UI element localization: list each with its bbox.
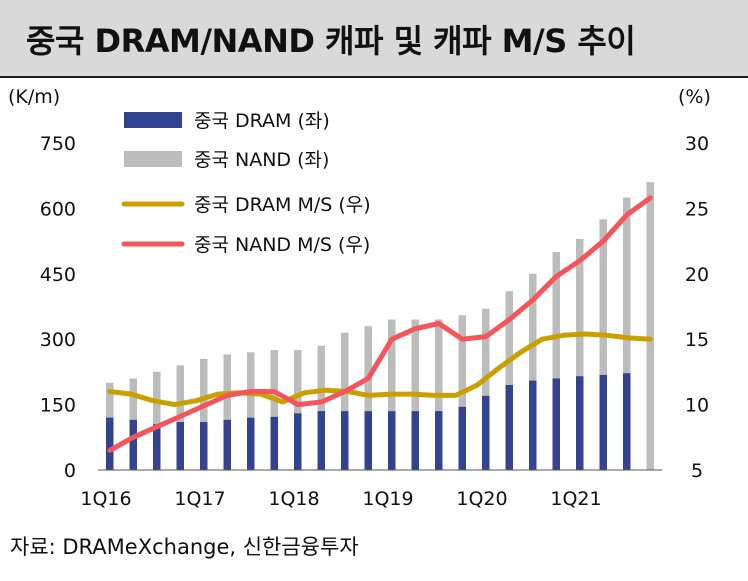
left-tick-label: 150	[40, 395, 76, 417]
dram-bar	[129, 419, 137, 470]
dram-bar	[106, 417, 114, 470]
chart-title: 중국 DRAM/NAND 캐파 및 캐파 M/S 추이	[26, 22, 636, 60]
legend-label: 중국 NAND M/S (우)	[194, 234, 370, 256]
x-axis-ticks: 1Q16 1Q17 1Q18 1Q19 1Q20 1Q21	[80, 488, 601, 510]
dram-bar	[176, 422, 184, 470]
title-bar: 중국 DRAM/NAND 캐파 및 캐파 M/S 추이	[0, 0, 748, 77]
left-tick-label: 600	[40, 198, 76, 220]
dram-bar	[247, 417, 255, 470]
legend-swatch	[124, 151, 182, 167]
left-tick-label: 0	[64, 460, 76, 482]
nand-bar	[623, 197, 631, 470]
dram-bar	[411, 411, 419, 470]
nand-bar	[223, 354, 231, 470]
dram-bar	[294, 413, 302, 470]
right-unit-label: (%)	[678, 86, 711, 108]
nand-bars	[106, 182, 654, 471]
right-tick-label: 15	[685, 329, 709, 351]
x-tick-label: 1Q16	[80, 488, 131, 510]
ms-lines	[107, 195, 653, 453]
right-tick-label: 10	[685, 395, 709, 417]
source-note: 자료: DRAMeXchange, 신한금융투자	[10, 535, 359, 559]
dram-bar	[482, 395, 490, 470]
nand-bar	[341, 332, 349, 470]
nand-ms-line	[107, 195, 653, 453]
dram-bar	[623, 373, 631, 470]
dram-bar	[200, 422, 208, 470]
dram-ms-line	[107, 331, 653, 408]
nand-bar	[646, 182, 654, 471]
dram-bar	[341, 411, 349, 470]
x-tick-label: 1Q17	[174, 488, 225, 510]
nand-bar	[552, 252, 560, 470]
dram-bar	[505, 384, 513, 470]
dram-bar	[552, 378, 560, 470]
right-tick-label: 25	[685, 198, 709, 220]
nand-bar	[599, 219, 607, 470]
left-tick-label: 450	[40, 264, 76, 286]
dram-bar	[317, 411, 325, 470]
right-tick-label: 5	[691, 460, 703, 482]
legend-swatch	[124, 112, 182, 128]
dram-bar	[529, 380, 537, 470]
nand-bar	[505, 291, 513, 470]
x-tick-label: 1Q19	[362, 488, 413, 510]
x-tick-label: 1Q21	[550, 488, 601, 510]
dram-bar	[458, 406, 466, 470]
left-tick-label: 750	[40, 133, 76, 155]
dram-bar	[270, 416, 278, 470]
legend-label: 중국 DRAM M/S (우)	[194, 194, 371, 216]
right-tick-label: 20	[685, 264, 709, 286]
nand-bar	[294, 350, 302, 470]
dram-bar	[364, 411, 372, 470]
right-axis-ticks: 5 10 15 20 25 30	[685, 133, 709, 482]
dram-bar	[576, 376, 584, 470]
x-tick-label: 1Q18	[268, 488, 319, 510]
nand-bar	[482, 308, 490, 470]
nand-bar	[364, 326, 372, 470]
dram-bar	[388, 411, 396, 470]
legend: 중국 DRAM (좌) 중국 NAND (좌) 중국 DRAM M/S (우) 중국 …	[121, 110, 371, 256]
nand-bar	[529, 273, 537, 470]
left-axis-ticks: 0 150 300 450 600 750	[40, 133, 76, 482]
dram-bar	[223, 419, 231, 470]
nand-bar	[200, 358, 208, 470]
nand-bar	[247, 352, 255, 470]
nand-bar	[270, 350, 278, 470]
dram-bar	[153, 424, 161, 470]
legend-label: 중국 DRAM (좌)	[194, 110, 330, 132]
right-tick-label: 30	[685, 133, 709, 155]
dram-bars	[106, 373, 631, 470]
nand-bar	[576, 238, 584, 470]
x-tick-label: 1Q20	[456, 488, 507, 510]
nand-bar	[153, 371, 161, 470]
dram-bar	[599, 374, 607, 470]
title-rule	[0, 76, 748, 78]
dram-bar	[435, 411, 443, 470]
left-tick-label: 300	[40, 329, 76, 351]
legend-label: 중국 NAND (좌)	[194, 149, 329, 171]
left-unit-label: (K/m)	[8, 86, 60, 108]
nand-bar	[317, 345, 325, 470]
